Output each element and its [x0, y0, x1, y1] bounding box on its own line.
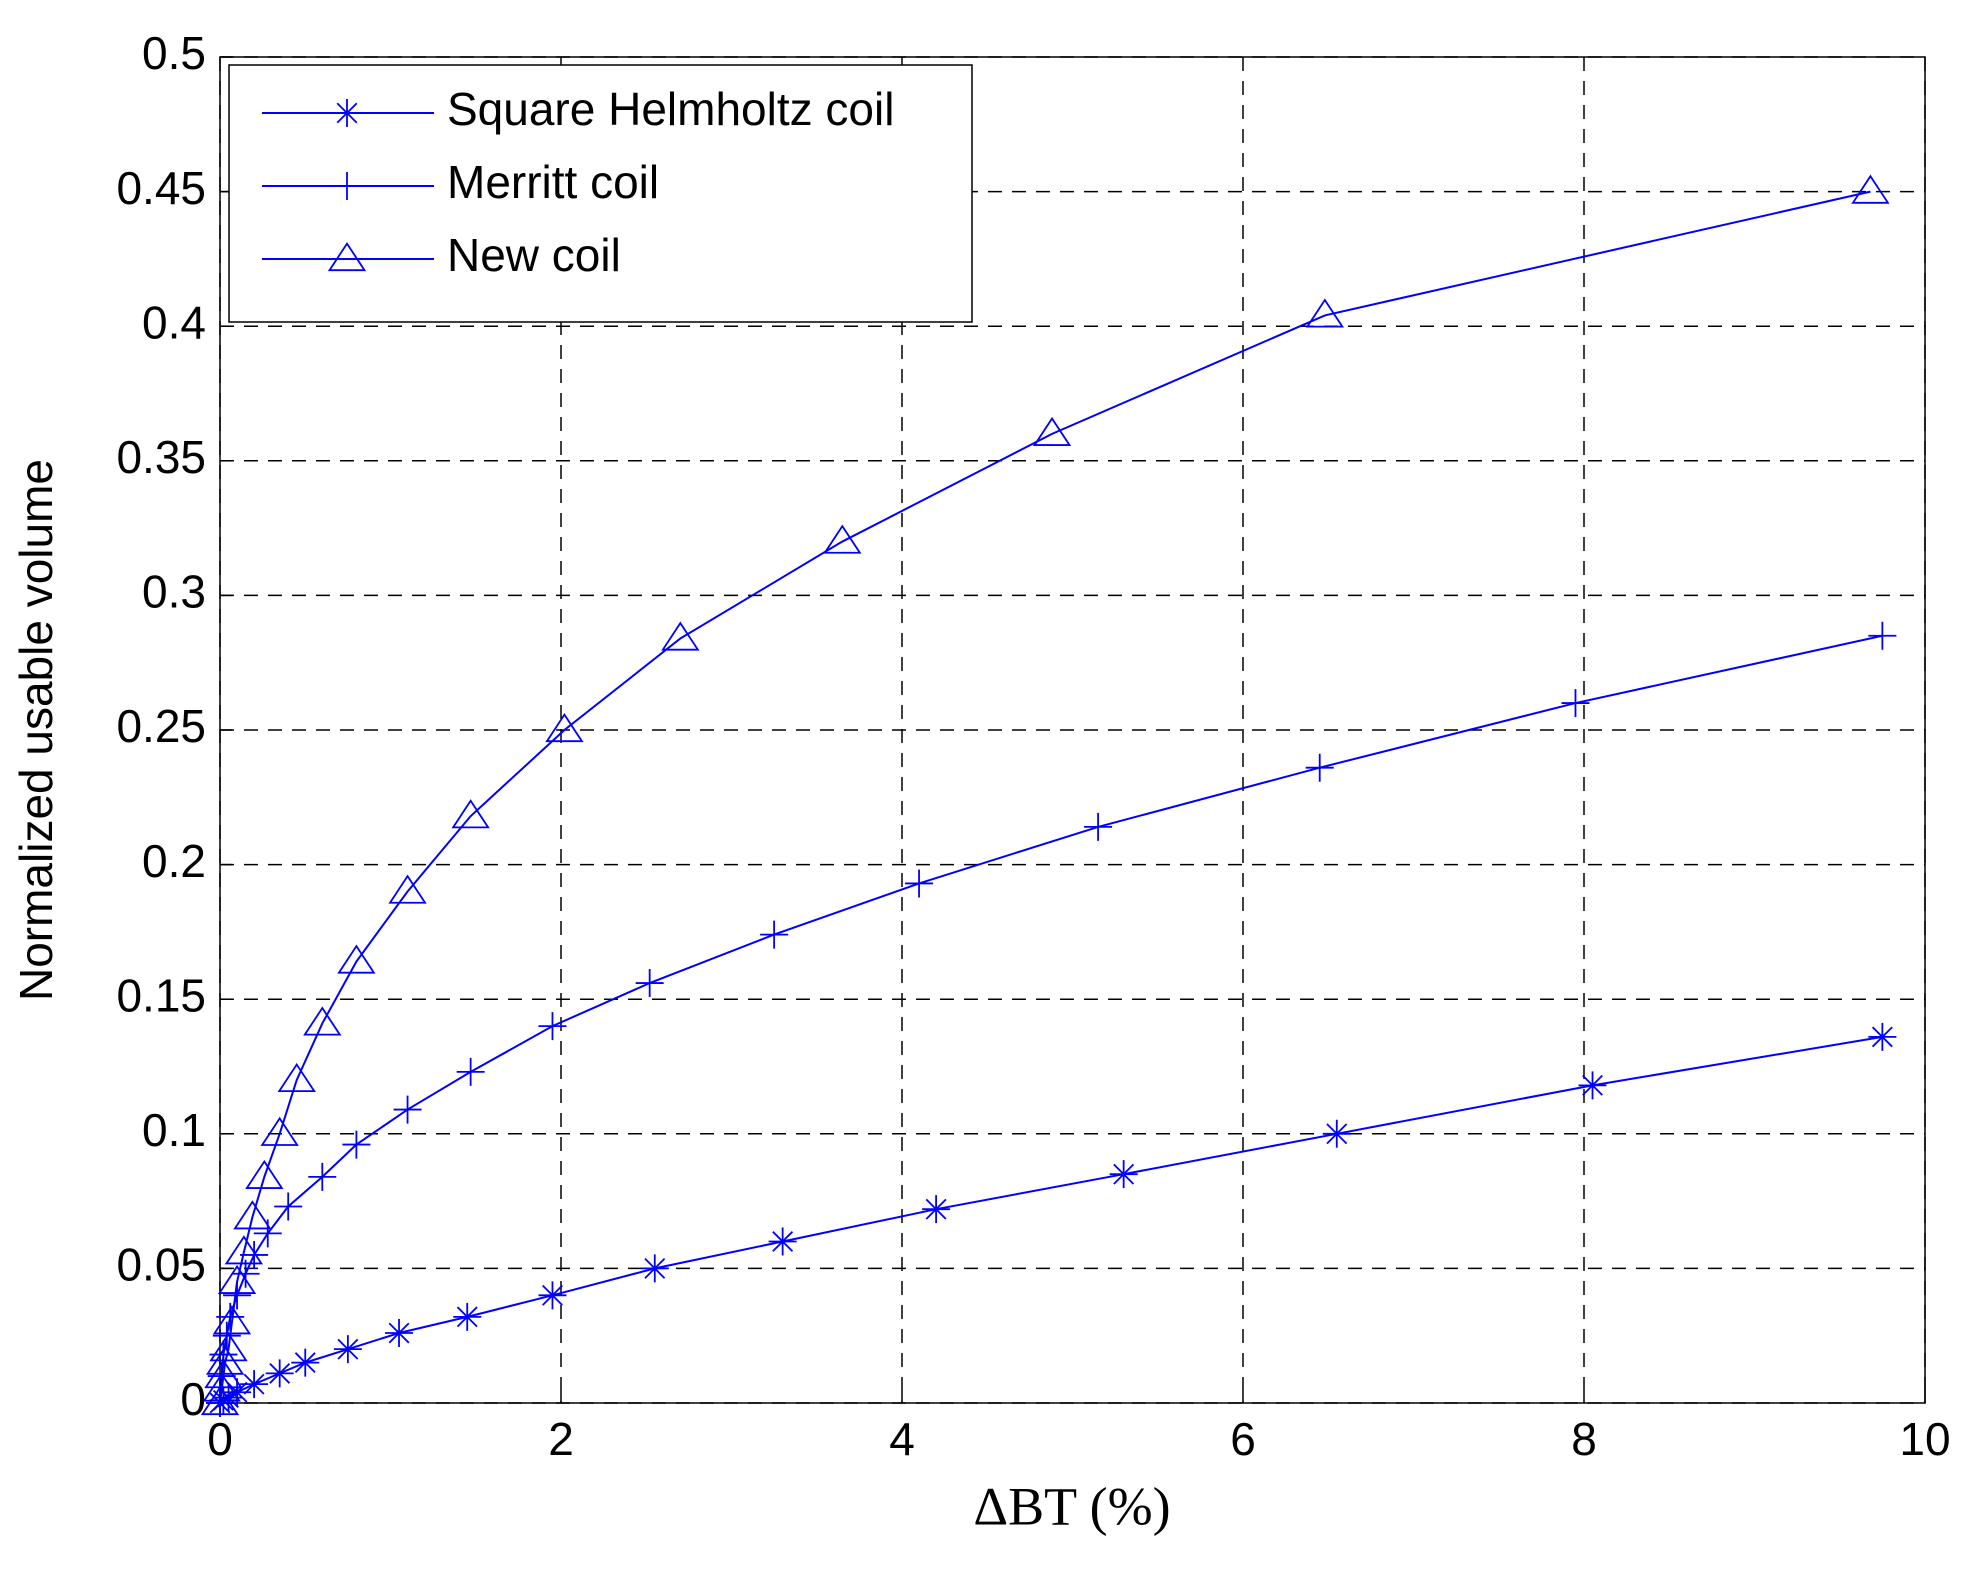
y-tick-label: 0.2	[142, 835, 206, 887]
marker	[327, 241, 367, 272]
marker	[333, 172, 361, 200]
marker	[303, 1006, 342, 1036]
y-tick-label: 0.45	[116, 162, 206, 214]
marker	[1578, 1071, 1607, 1100]
series-line	[219, 190, 1871, 1404]
marker	[291, 1348, 320, 1377]
marker	[308, 1162, 337, 1191]
marker	[538, 1012, 567, 1041]
marker	[453, 1302, 482, 1331]
x-tick-label: 2	[548, 1413, 574, 1465]
marker	[240, 1370, 269, 1399]
marker	[277, 1062, 316, 1093]
marker	[393, 1095, 422, 1124]
marker	[245, 1159, 284, 1189]
x-tick-label: 6	[1230, 1413, 1256, 1465]
legend-label: New coil	[447, 229, 621, 281]
series-line	[219, 634, 1883, 1404]
marker	[217, 1264, 257, 1294]
marker	[1084, 812, 1113, 841]
marker	[905, 869, 934, 898]
marker	[922, 1195, 951, 1224]
marker	[385, 1319, 414, 1348]
marker	[823, 524, 862, 554]
x-axis-label: ΔBT (%)	[973, 1476, 1170, 1536]
marker	[274, 1192, 303, 1221]
y-tick-label: 0.05	[116, 1239, 206, 1291]
marker	[214, 1383, 243, 1412]
marker	[1322, 1119, 1351, 1148]
marker	[209, 1332, 248, 1362]
marker	[456, 1057, 485, 1086]
marker	[1851, 174, 1890, 204]
marker	[635, 969, 664, 998]
legend-label: Merritt coil	[447, 156, 659, 208]
marker	[233, 1200, 272, 1230]
y-tick-label: 0.5	[142, 27, 206, 79]
y-axis-label: Normalized usable volume	[10, 459, 62, 1001]
y-tick-label: 0.35	[116, 431, 206, 483]
y-tick-label: 0	[180, 1373, 206, 1425]
x-tick-label: 4	[889, 1413, 915, 1465]
marker	[265, 1359, 294, 1388]
marker	[1109, 1160, 1138, 1189]
marker	[231, 1259, 260, 1288]
marker	[538, 1281, 567, 1310]
marker	[1305, 753, 1334, 782]
marker	[1032, 416, 1072, 446]
y-tick-label: 0.1	[142, 1104, 206, 1156]
y-tick-label: 0.4	[142, 296, 206, 348]
plot-frame	[219, 56, 1926, 1404]
x-tick-label: 8	[1571, 1413, 1597, 1465]
marker	[224, 1235, 264, 1265]
marker	[451, 799, 490, 829]
marker	[342, 1130, 371, 1159]
y-tick-label: 0.3	[142, 566, 206, 618]
legend-label: Square Helmholtz coil	[447, 83, 894, 135]
marker	[760, 920, 789, 949]
marker	[1305, 298, 1345, 328]
marker	[640, 1254, 669, 1283]
marker	[1868, 621, 1897, 650]
x-tick-label: 10	[1899, 1413, 1950, 1465]
y-tick-label: 0.15	[116, 969, 206, 1021]
marker	[661, 621, 700, 651]
marker	[768, 1227, 797, 1256]
marker	[337, 944, 376, 974]
marker	[212, 1305, 252, 1335]
marker	[1868, 1022, 1897, 1051]
marker	[545, 712, 584, 743]
marker	[333, 99, 361, 127]
marker	[1561, 689, 1590, 718]
marker	[260, 1116, 299, 1146]
marker	[333, 1335, 362, 1364]
marker	[223, 1378, 252, 1407]
y-tick-label: 0.25	[116, 700, 206, 752]
x-tick-label: 0	[207, 1413, 233, 1465]
marker	[388, 874, 427, 904]
